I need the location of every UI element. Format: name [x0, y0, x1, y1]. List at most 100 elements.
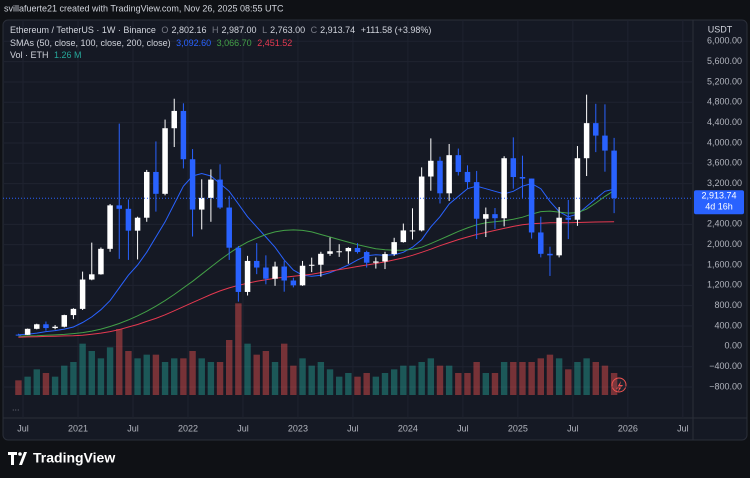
- candle-body: [107, 205, 113, 249]
- y-tick-label: 400.00: [714, 320, 742, 330]
- x-tick-label: 2023: [288, 423, 308, 433]
- volume-bar: [326, 369, 334, 395]
- vol-label: Vol · ETH: [10, 50, 49, 60]
- volume-bar: [354, 376, 361, 395]
- volume-bar: [464, 373, 471, 395]
- candle-body: [15, 334, 22, 336]
- x-tick-label: 2022: [178, 423, 198, 433]
- candle-body: [556, 217, 562, 256]
- volume-bar: [143, 354, 150, 395]
- logo-dot: [18, 452, 22, 456]
- candle-body: [528, 178, 535, 233]
- c-label: C: [310, 25, 318, 35]
- countdown-label: 4d 16h: [705, 202, 733, 212]
- candle-body: [281, 266, 287, 281]
- y-tick-label: 4,800.00: [707, 97, 742, 107]
- more-dots[interactable]: ...: [12, 402, 20, 412]
- candle-body: [473, 182, 480, 219]
- volume-bar: [51, 376, 59, 395]
- x-tick-label: Jul: [237, 423, 249, 433]
- volume-bar: [427, 358, 435, 395]
- c-value: 2,913.74: [320, 25, 356, 35]
- volume-bar: [473, 362, 480, 395]
- volume-bar: [61, 365, 68, 395]
- symbol: Ethereum / TetherUS · 1W · Binance: [10, 25, 156, 35]
- x-tick-label: 2026: [618, 423, 638, 433]
- y-tick-label: −400.00: [709, 361, 742, 371]
- candle-body: [501, 158, 507, 219]
- candle-body: [428, 160, 434, 177]
- sma-value: 3,092.60: [176, 38, 212, 48]
- candle-body: [134, 217, 141, 231]
- candle-body: [455, 155, 462, 172]
- x-tick-label: Jul: [677, 423, 689, 433]
- candle-body: [226, 207, 232, 248]
- sma-line: [18, 221, 615, 338]
- volume-bar: [116, 329, 123, 395]
- sma-line: [18, 189, 615, 337]
- candle-body: [162, 128, 168, 194]
- volume-bar: [482, 373, 490, 395]
- candle-body: [34, 324, 40, 329]
- candle-body: [583, 123, 590, 159]
- sma-value: 3,066.70: [216, 38, 252, 48]
- y-tick-label: 3,600.00: [707, 158, 742, 168]
- volume-bar: [299, 358, 306, 395]
- volume-bar: [290, 365, 297, 395]
- volume-bar: [180, 358, 187, 395]
- candle-body: [244, 260, 251, 292]
- o-label: O: [161, 25, 169, 35]
- candle-body: [61, 315, 68, 327]
- candle-body: [373, 261, 379, 263]
- candle-body: [189, 159, 196, 210]
- candle-body: [235, 247, 242, 292]
- l-value: 2,763.00: [270, 25, 306, 35]
- volume-bar: [537, 358, 545, 395]
- volume-bar: [24, 376, 31, 395]
- volume-bar: [390, 369, 398, 395]
- volume-bar: [335, 376, 343, 395]
- volume-bar: [574, 362, 581, 395]
- sma-label: SMAs (50, close, 100, close, 200, close): [10, 38, 171, 48]
- last-price-label: 2,913.74: [701, 191, 736, 201]
- x-tick-label: 2025: [508, 423, 528, 433]
- candle-body: [79, 279, 86, 309]
- chart-panel: [2, 19, 748, 441]
- y-tick-label: −800.00: [709, 381, 742, 391]
- candle-body: [43, 324, 49, 329]
- volume-bar: [216, 362, 224, 395]
- volume-bar: [134, 358, 141, 395]
- logo-text: TradingView: [33, 450, 115, 466]
- candle-body: [464, 171, 471, 183]
- vol-value: 1.26 M: [54, 50, 82, 60]
- y-tick-label: 3,200.00: [707, 178, 742, 188]
- candle-body: [492, 214, 498, 219]
- currency-label: USDT: [708, 24, 733, 34]
- y-tick-label: 800.00: [714, 300, 742, 310]
- candle-body: [153, 171, 159, 194]
- y-tick-label: 2,000.00: [707, 239, 742, 249]
- volume-bar: [565, 369, 572, 395]
- candle-body: [519, 177, 526, 179]
- candle-body: [263, 267, 269, 279]
- watermark-bolt: [616, 381, 623, 392]
- volume-bar: [381, 373, 389, 395]
- top-caption: svillafuerte21 created with TradingView.…: [4, 3, 284, 13]
- change: +111.58 (+3.98%): [360, 25, 432, 35]
- volume-bar: [400, 365, 407, 395]
- logo-mark: [8, 452, 27, 465]
- candle-body: [290, 280, 297, 286]
- candle-body: [198, 197, 205, 210]
- l-label: L: [262, 25, 268, 35]
- h-label: H: [212, 25, 219, 35]
- candle-body: [180, 110, 187, 160]
- volume-bar: [601, 365, 609, 395]
- volume-bar: [125, 351, 132, 395]
- candle-body: [538, 232, 544, 254]
- y-tick-label: 5,600.00: [707, 56, 742, 66]
- candle-body: [446, 155, 452, 194]
- volume-bar: [363, 373, 370, 395]
- candle-body: [98, 248, 104, 275]
- volume-bar: [198, 358, 205, 395]
